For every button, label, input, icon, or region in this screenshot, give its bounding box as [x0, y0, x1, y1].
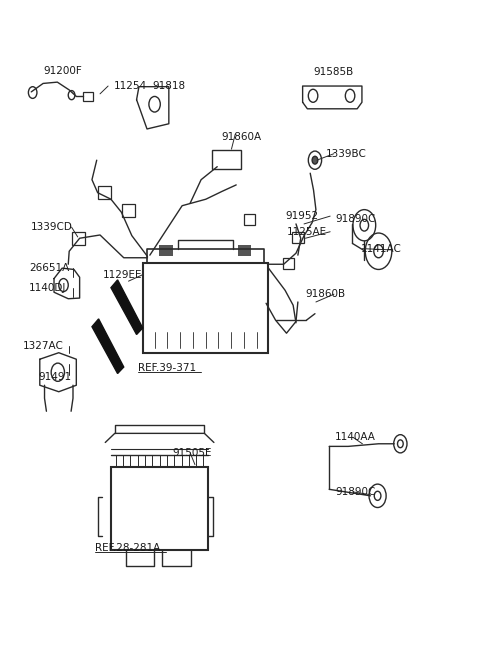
Text: 91952: 91952 [285, 211, 318, 221]
Circle shape [312, 156, 318, 164]
Bar [122, 205, 135, 217]
Bar [72, 232, 85, 245]
Polygon shape [111, 280, 143, 335]
Bar [111, 467, 208, 550]
Text: 91860A: 91860A [221, 133, 261, 142]
Bar [84, 92, 93, 101]
Bar [238, 245, 251, 256]
Text: REF.28-281A: REF.28-281A [96, 543, 160, 553]
Text: 91491: 91491 [38, 372, 72, 382]
Bar [244, 213, 255, 225]
Bar [98, 186, 111, 199]
Text: 1129EE: 1129EE [102, 270, 142, 279]
Text: 91890C: 91890C [335, 214, 375, 224]
Bar [159, 245, 173, 256]
Text: 91890C: 91890C [335, 487, 375, 497]
Text: 1125AE: 1125AE [287, 227, 326, 237]
Circle shape [397, 440, 403, 447]
Text: 1339BC: 1339BC [325, 149, 366, 159]
Circle shape [28, 87, 37, 98]
Text: 26651A: 26651A [29, 263, 69, 273]
Circle shape [68, 91, 75, 100]
Circle shape [374, 491, 381, 501]
Text: 91585B: 91585B [313, 68, 354, 77]
Bar [143, 263, 268, 353]
Bar [212, 150, 241, 169]
Bar [283, 258, 294, 270]
Text: 1140DJ: 1140DJ [29, 283, 66, 293]
Text: 1140AA: 1140AA [335, 432, 376, 442]
Text: 91200F: 91200F [43, 66, 82, 76]
Text: 1141AC: 1141AC [361, 243, 402, 254]
Text: 91505E: 91505E [173, 448, 212, 458]
Polygon shape [92, 319, 124, 373]
Text: 1327AC: 1327AC [23, 341, 64, 351]
Text: 91818: 91818 [152, 81, 185, 91]
Text: 91860B: 91860B [305, 289, 346, 299]
Text: REF.39-371: REF.39-371 [138, 363, 196, 373]
Text: 1339CD: 1339CD [31, 222, 73, 232]
Bar [292, 232, 304, 243]
Text: 11254: 11254 [114, 81, 147, 91]
